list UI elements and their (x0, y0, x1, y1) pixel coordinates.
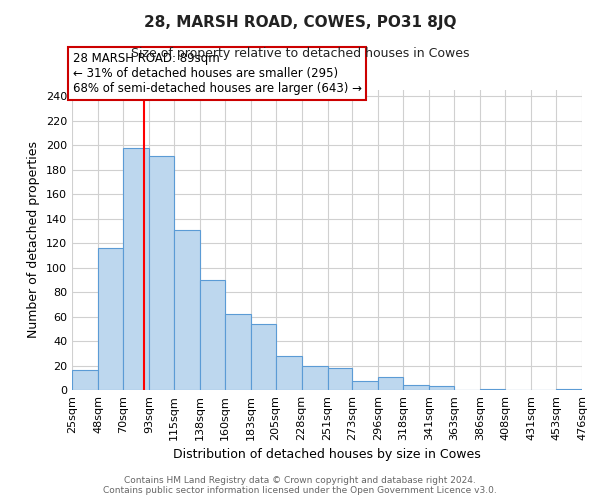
Bar (430, 386, 454, 390)
Bar (251, 324, 275, 390)
Bar (200, 280, 224, 390)
Bar (480, 389, 505, 390)
Bar (379, 376, 403, 390)
Bar (98, 248, 123, 390)
Bar (328, 368, 352, 390)
Bar (352, 382, 379, 390)
Bar (149, 156, 174, 390)
Bar (224, 314, 251, 390)
Bar (72, 370, 98, 390)
Text: Size of property relative to detached houses in Cowes: Size of property relative to detached ho… (131, 48, 469, 60)
X-axis label: Distribution of detached houses by size in Cowes: Distribution of detached houses by size … (173, 448, 481, 462)
Text: Contains HM Land Registry data © Crown copyright and database right 2024.
Contai: Contains HM Land Registry data © Crown c… (103, 476, 497, 495)
Bar (302, 366, 328, 390)
Y-axis label: Number of detached properties: Number of detached properties (28, 142, 40, 338)
Bar (403, 385, 430, 390)
Bar (174, 230, 200, 390)
Text: 28, MARSH ROAD, COWES, PO31 8JQ: 28, MARSH ROAD, COWES, PO31 8JQ (144, 15, 456, 30)
Text: 28 MARSH ROAD: 89sqm
← 31% of detached houses are smaller (295)
68% of semi-deta: 28 MARSH ROAD: 89sqm ← 31% of detached h… (73, 52, 362, 95)
Bar (123, 148, 149, 390)
Bar (556, 389, 582, 390)
Bar (275, 356, 302, 390)
